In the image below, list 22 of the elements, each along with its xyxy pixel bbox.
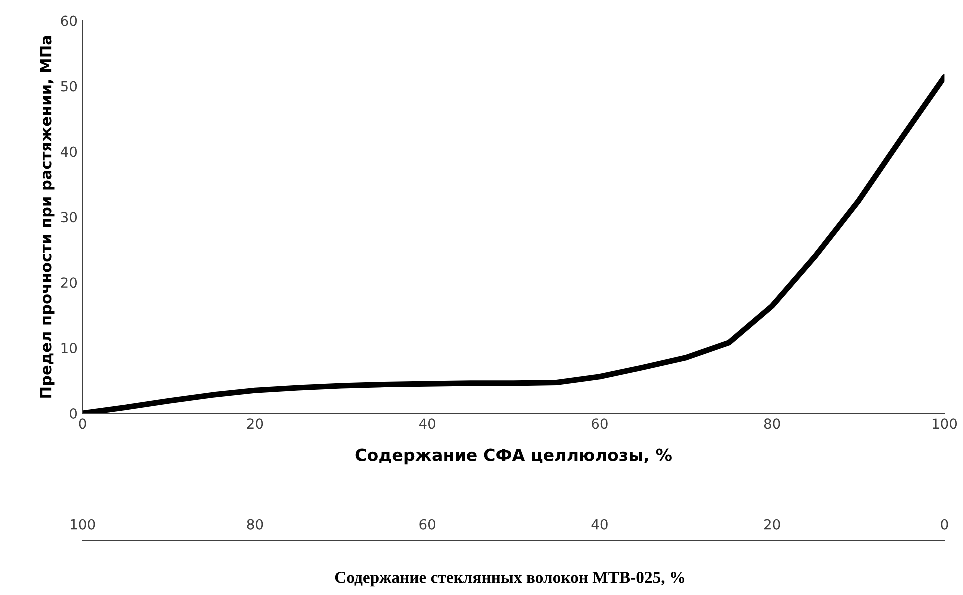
x-tick-label: 80 (764, 418, 780, 430)
x-tick-label: 60 (592, 418, 608, 430)
x2-tick-label: 20 (764, 519, 780, 530)
y-tick-label: 10 (62, 343, 78, 354)
x2-tick-label: 100 (71, 519, 96, 530)
y-tick-label: 30 (61, 212, 78, 223)
y-tick-label: 50 (61, 81, 78, 92)
x2-tick-label: 0 (941, 519, 948, 530)
x-axis-title: Содержание СФА целлюлозы, % (356, 448, 672, 465)
x-tick-label: 20 (247, 418, 264, 430)
y-axis-title: Предел прочности при растяжении, МПа (40, 36, 55, 398)
y-tick-label: 0 (70, 408, 78, 419)
x2-tick-label: 80 (247, 519, 264, 530)
x-tick-label: 40 (419, 418, 436, 430)
x-tick-label: 100 (932, 418, 958, 430)
x-tick-label: 0 (79, 418, 86, 430)
x2-tick-label: 40 (592, 519, 608, 530)
y-tick-label: 20 (61, 278, 78, 288)
x2-axis-title: Содержание стеклянных волокон МТВ-025, % (335, 572, 685, 587)
y-tick-label: 60 (61, 16, 78, 26)
y-tick-label: 40 (60, 146, 78, 158)
x2-tick-label: 60 (420, 519, 436, 530)
